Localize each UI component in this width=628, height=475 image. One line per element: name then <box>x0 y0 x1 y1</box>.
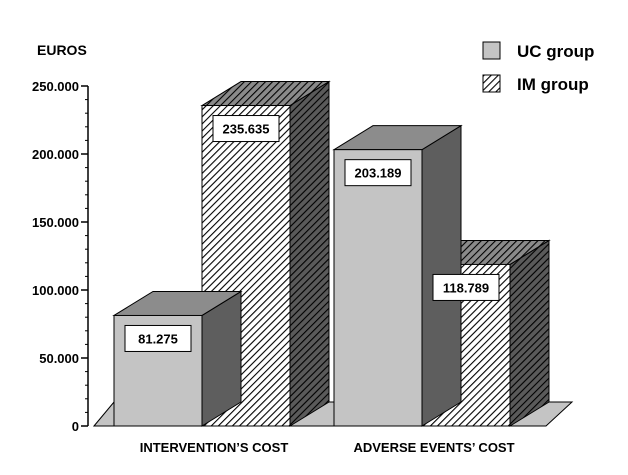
bar-side-face <box>289 80 330 427</box>
y-tick-label: 0 <box>72 419 79 434</box>
data-label: 203.189 <box>355 166 402 181</box>
y-axis-label: EUROS <box>37 42 87 58</box>
data-label-box <box>124 324 192 352</box>
data-label-box <box>432 273 500 301</box>
y-tick-label: 200.000 <box>32 147 79 162</box>
data-label: 235.635 <box>223 122 270 137</box>
x-category-label: ADVERSE EVENTS’ COST <box>353 440 514 455</box>
data-label-box <box>212 115 280 143</box>
bar-front-face <box>333 149 423 427</box>
bar-im <box>200 80 331 427</box>
legend-swatch <box>482 41 501 60</box>
y-tick-label: 250.000 <box>32 79 79 94</box>
y-tick-label: 150.000 <box>32 215 79 230</box>
bar-side-face <box>509 239 550 427</box>
legend-label: IM group <box>517 75 589 94</box>
legend-label: UC group <box>517 42 594 61</box>
legend-swatch <box>482 74 501 93</box>
x-category-label: INTERVENTION’S COST <box>140 440 289 455</box>
data-label-box <box>344 159 412 187</box>
data-label: 81.275 <box>138 331 178 346</box>
data-label: 118.789 <box>443 280 489 295</box>
bar-uc <box>112 290 243 427</box>
y-tick-label: 100.000 <box>32 283 79 298</box>
y-tick-label: 50.000 <box>39 351 79 366</box>
